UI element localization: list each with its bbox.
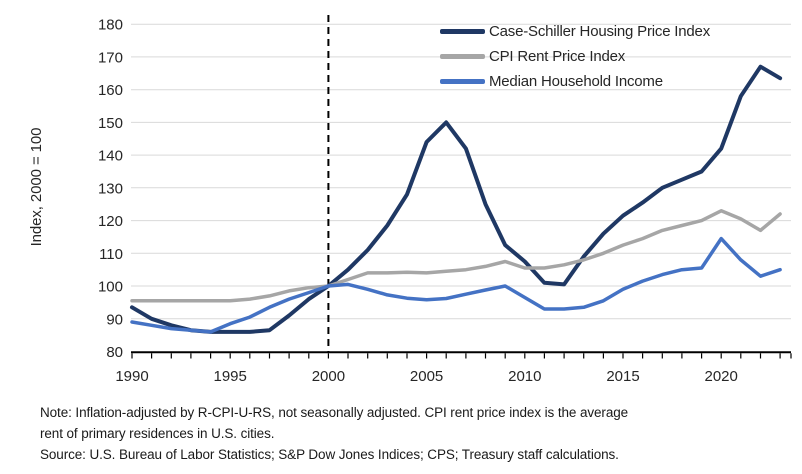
note-line-2: rent of primary residences in U.S. citie… <box>40 425 275 441</box>
legend-swatch-cpi-rent <box>440 54 485 59</box>
legend: Case-Schiller Housing Price Index CPI Re… <box>440 19 710 94</box>
series-line-cpi-rent <box>130 209 782 303</box>
y-axis-tick-label: 90 <box>106 311 123 328</box>
x-axis-tick-label: 2005 <box>410 368 443 385</box>
legend-item-median-income: Median Household Income <box>440 69 710 94</box>
note-line-1: Note: Inflation-adjusted by R-CPI-U-RS, … <box>40 405 629 420</box>
legend-label-cpi-rent: CPI Rent Price Index <box>489 48 626 65</box>
y-axis-tick-label: 100 <box>98 279 123 296</box>
y-axis-tick-label: 180 <box>98 17 123 34</box>
y-axis-tick-label: 170 <box>98 49 123 66</box>
x-axis-tick-label: 2015 <box>606 368 639 385</box>
x-axis-tick-label: 1995 <box>214 368 247 385</box>
series-line-median-income <box>130 236 782 334</box>
x-axis-tick-label: 2000 <box>312 368 345 385</box>
x-axis-tick-label: 1990 <box>115 368 148 385</box>
y-axis-tick-label: 120 <box>98 213 123 230</box>
y-axis-tick-label: 130 <box>98 180 123 197</box>
legend-item-cpi-rent: CPI Rent Price Index <box>440 44 710 69</box>
y-axis-tick-label: 160 <box>98 82 123 99</box>
legend-item-case-shiller: Case-Schiller Housing Price Index <box>440 19 710 44</box>
series-line-case-shiller <box>130 64 783 334</box>
x-axis-tick-label: 2010 <box>508 368 541 385</box>
chart-notes: Note: Inflation-adjusted by R-CPI-U-RS, … <box>40 403 800 465</box>
legend-label-case-shiller: Case-Schiller Housing Price Index <box>489 23 711 40</box>
legend-swatch-case-shiller <box>440 29 485 34</box>
y-axis-tick-label: 110 <box>99 246 123 263</box>
y-axis-tick-label: 140 <box>98 148 123 165</box>
line-chart: 80 90 100 110 120 130 140 150 160 170 180 1990 1995 2… <box>98 15 792 385</box>
source-line: Source: U.S. Bureau of Labor Statistics;… <box>40 446 619 462</box>
x-axis-tick-label: 2020 <box>705 368 738 385</box>
legend-swatch-median-income <box>440 79 485 84</box>
y-axis-tick-label: 80 <box>106 344 123 361</box>
y-axis-tick-label: 150 <box>98 115 123 132</box>
legend-label-median-income: Median Household Income <box>489 73 663 90</box>
